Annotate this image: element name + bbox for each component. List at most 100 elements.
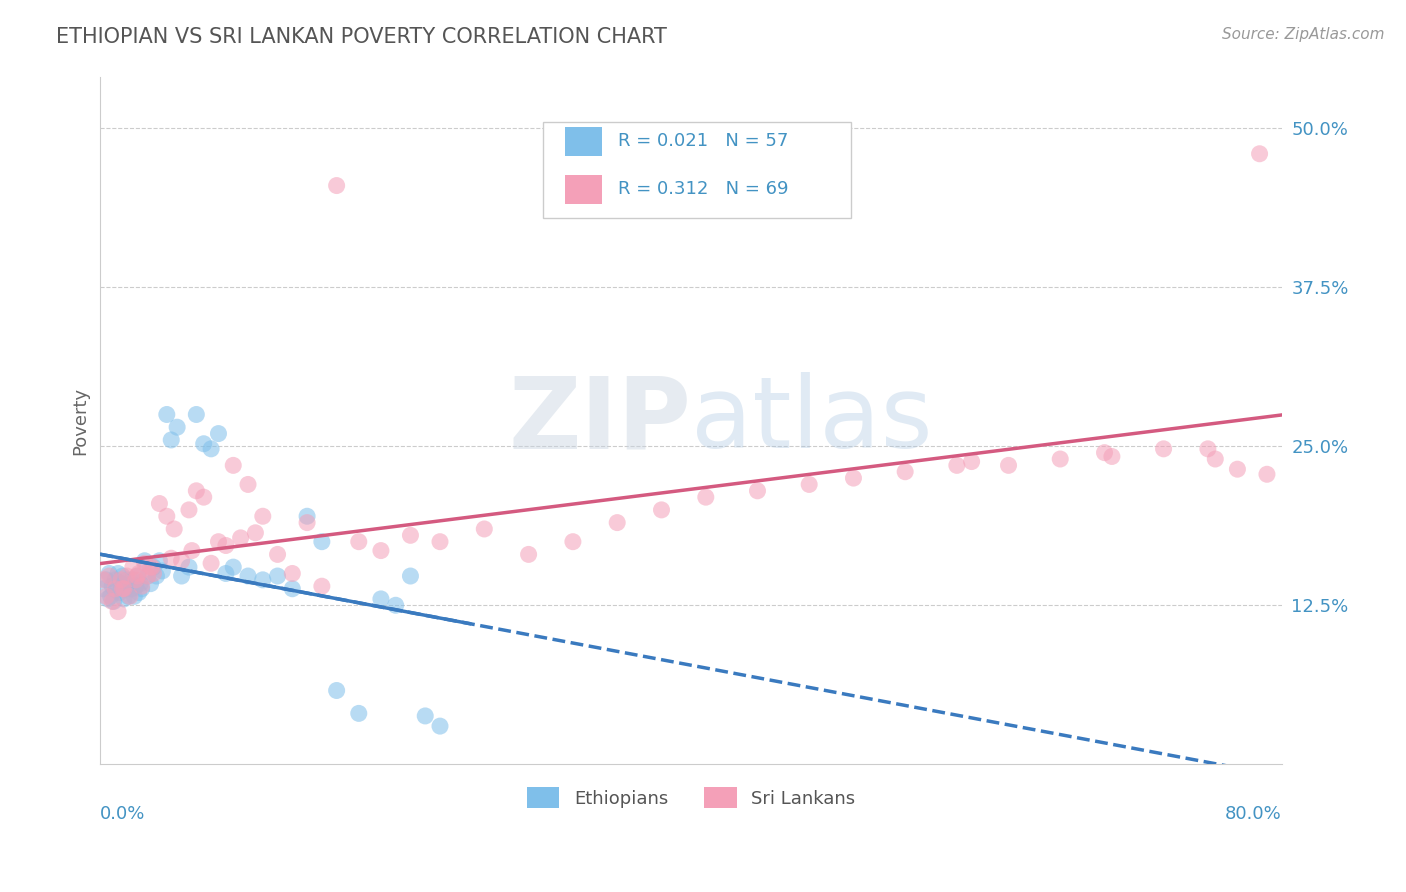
Point <box>347 706 370 721</box>
Point <box>517 548 540 562</box>
Point <box>103 594 125 608</box>
Point <box>370 591 392 606</box>
Point <box>1153 442 1175 456</box>
Point <box>105 582 128 596</box>
Text: 0.0%: 0.0% <box>100 805 146 823</box>
Point <box>91 582 114 596</box>
Point <box>960 454 983 468</box>
Point <box>134 557 156 571</box>
Text: 80.0%: 80.0% <box>1225 805 1282 823</box>
Point <box>107 605 129 619</box>
Point <box>98 569 121 583</box>
FancyBboxPatch shape <box>543 122 851 219</box>
Point <box>145 569 167 583</box>
Point <box>127 569 149 583</box>
Point <box>1049 452 1071 467</box>
Point <box>177 503 200 517</box>
Point <box>325 178 347 193</box>
Point <box>252 509 274 524</box>
Point <box>128 585 150 599</box>
Y-axis label: Poverty: Poverty <box>72 387 89 455</box>
Point <box>1197 442 1219 456</box>
Point <box>215 539 238 553</box>
Point <box>281 566 304 581</box>
Point <box>200 442 222 456</box>
Point <box>121 560 143 574</box>
Point <box>141 560 163 574</box>
Point <box>429 719 451 733</box>
Point <box>606 516 628 530</box>
Point <box>96 573 118 587</box>
Point <box>163 522 186 536</box>
Point <box>180 543 202 558</box>
Point <box>170 554 193 568</box>
Text: R = 0.021   N = 57: R = 0.021 N = 57 <box>617 132 789 151</box>
Point <box>127 569 149 583</box>
Point <box>186 483 208 498</box>
Point <box>384 599 406 613</box>
Point <box>97 591 120 606</box>
Point <box>110 576 132 591</box>
Point <box>136 569 159 583</box>
Point <box>117 590 139 604</box>
Point <box>429 534 451 549</box>
Point <box>295 516 318 530</box>
Point <box>91 573 114 587</box>
Point <box>695 490 717 504</box>
Point <box>186 408 208 422</box>
FancyBboxPatch shape <box>565 127 602 156</box>
Point <box>399 569 422 583</box>
Point <box>266 569 288 583</box>
Point <box>347 534 370 549</box>
Point <box>120 582 142 596</box>
Point <box>125 579 148 593</box>
Point <box>134 554 156 568</box>
Point <box>111 569 134 583</box>
Point <box>561 534 583 549</box>
Point <box>156 509 179 524</box>
Point <box>472 522 495 536</box>
Point <box>177 560 200 574</box>
Point <box>295 509 318 524</box>
Point <box>96 590 118 604</box>
Point <box>245 525 267 540</box>
Point <box>101 594 124 608</box>
Point <box>222 560 245 574</box>
Point <box>207 426 229 441</box>
Point <box>193 436 215 450</box>
Point <box>1204 452 1226 467</box>
Point <box>104 573 127 587</box>
Point <box>229 531 252 545</box>
Text: R = 0.312   N = 69: R = 0.312 N = 69 <box>617 180 789 198</box>
Point <box>112 582 135 596</box>
Point <box>894 465 917 479</box>
Point <box>252 573 274 587</box>
Point <box>193 490 215 504</box>
Point <box>311 579 333 593</box>
Point <box>110 573 132 587</box>
Point <box>121 573 143 587</box>
Point <box>118 590 141 604</box>
Point <box>747 483 769 498</box>
Point <box>112 591 135 606</box>
Point <box>124 590 146 604</box>
Point <box>207 534 229 549</box>
Point <box>166 420 188 434</box>
Point <box>100 590 122 604</box>
Point <box>222 458 245 473</box>
Point <box>111 582 134 596</box>
Point <box>1226 462 1249 476</box>
Text: ZIP: ZIP <box>508 372 690 469</box>
Point <box>1256 467 1278 482</box>
Point <box>131 582 153 596</box>
Point <box>160 551 183 566</box>
Point <box>1249 146 1271 161</box>
Point <box>101 579 124 593</box>
Point <box>170 569 193 583</box>
Point <box>311 534 333 549</box>
Point <box>104 582 127 596</box>
Point <box>1094 445 1116 459</box>
Point <box>115 573 138 587</box>
Point <box>160 433 183 447</box>
Point <box>139 576 162 591</box>
